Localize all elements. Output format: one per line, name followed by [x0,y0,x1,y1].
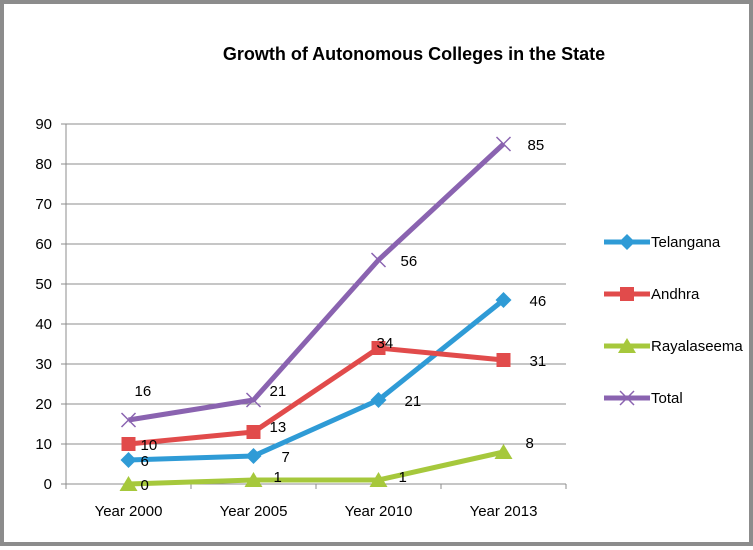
data-point-telangana [370,392,387,408]
marker-stroke [370,252,387,268]
marker-stroke [495,136,512,152]
legend-label-telangana: Telangana [651,234,721,251]
data-point-rayalaseema [119,476,138,491]
data-label-telangana: 21 [405,393,422,410]
chart-title: Growth of Autonomous Colleges in the Sta… [223,44,605,64]
series-line-andhra [128,345,504,447]
y-tick-label: 30 [35,356,52,373]
data-label-telangana: 46 [530,293,547,310]
data-label-rayalaseema: 8 [526,435,534,452]
data-point-total [120,412,137,428]
legend-label-andhra: Andhra [651,286,700,303]
data-point-total [495,136,512,152]
y-tick-label: 90 [35,116,52,133]
x-tick-label: Year 2005 [220,503,288,520]
series-line-telangana [128,298,506,463]
legend-marker-andhra [620,287,634,301]
y-tick-label: 50 [35,276,52,293]
data-label-total: 21 [270,383,287,400]
y-tick-label: 80 [35,156,52,173]
data-label-total: 85 [528,137,545,154]
marker-stroke [619,390,635,406]
marker-stroke [245,392,262,408]
y-tick-label: 0 [44,476,52,493]
data-point-andhra [246,425,261,439]
data-label-andhra: 13 [270,419,287,436]
y-tick-label: 20 [35,396,52,413]
data-point-total [370,252,387,268]
data-label-rayalaseema: 0 [141,477,149,494]
data-point-total [245,392,262,408]
data-point-andhra [121,437,136,451]
data-point-telangana [495,292,512,308]
data-point-rayalaseema [244,472,263,487]
data-point-rayalaseema [369,472,388,487]
x-tick-label: Year 2010 [345,503,413,520]
data-label-total: 16 [135,383,152,400]
data-point-telangana [245,448,262,464]
series-line-rayalaseema [128,449,505,487]
data-point-telangana [120,452,137,468]
data-label-telangana: 7 [282,449,290,466]
legend-marker-telangana [619,234,635,250]
data-point-andhra [371,341,386,355]
y-tick-label: 60 [35,236,52,253]
data-point-rayalaseema [494,444,513,459]
data-label-andhra: 10 [141,437,158,454]
marker-stroke [120,412,137,428]
legend-label-rayalaseema: Rayalaseema [651,338,743,355]
legend-label-total: Total [651,390,683,407]
line-chart: Growth of Autonomous Colleges in the Sta… [35,44,743,520]
data-label-andhra: 34 [377,335,394,352]
y-tick-label: 70 [35,196,52,213]
x-tick-label: Year 2013 [470,503,538,520]
legend-marker-rayalaseema [618,338,636,353]
series-line-total [128,142,506,423]
data-label-telangana: 6 [141,453,149,470]
data-label-rayalaseema: 1 [399,469,407,486]
data-label-andhra: 31 [530,353,547,370]
data-label-total: 56 [401,253,418,270]
y-tick-label: 10 [35,436,52,453]
legend-marker-total [619,390,635,406]
data-label-rayalaseema: 1 [274,469,282,486]
x-tick-label: Year 2000 [95,503,163,520]
data-point-andhra [496,353,511,367]
y-tick-label: 40 [35,316,52,333]
